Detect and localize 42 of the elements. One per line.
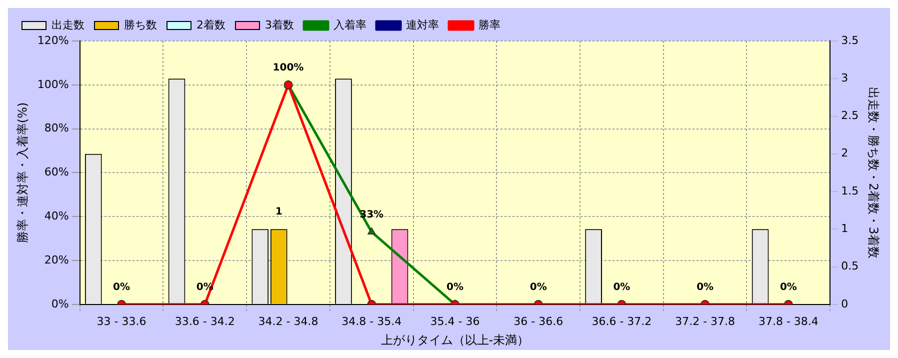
data-label: 1 xyxy=(275,206,282,218)
y2-tick-label: 0.5 xyxy=(841,260,859,273)
y2-tick-label: 3 xyxy=(841,71,848,84)
x-tick-label: 36.6 - 37.2 xyxy=(592,314,652,328)
y2-tick-label: 1 xyxy=(841,222,848,235)
data-label: 0% xyxy=(530,282,547,293)
data-label: 100% xyxy=(272,62,304,74)
y-tick-label: 0% xyxy=(51,297,69,310)
x-tick-label: 33 - 33.6 xyxy=(96,314,146,328)
x-tick-label: 36 - 36.6 xyxy=(514,314,564,328)
x-tick-label: 35.4 - 36 xyxy=(430,314,480,328)
legend-label: 3着数 xyxy=(265,18,294,32)
y-tick-label: 100% xyxy=(37,78,69,91)
data-label: 0% xyxy=(446,282,464,293)
legend-label: 連対率 xyxy=(406,18,439,32)
x-tick-label: 34.2 - 34.8 xyxy=(258,314,318,328)
data-label: 0% xyxy=(113,282,130,293)
x-tick-label: 37.2 - 37.8 xyxy=(675,314,736,328)
x-tick-label: 34.8 - 35.4 xyxy=(342,314,402,328)
y-axis-title: 勝率・連対率・入着率(%) xyxy=(15,102,30,244)
y2-tick-label: 2.5 xyxy=(841,109,859,122)
y2-axis-title: 出走数・勝ち数・2着数・3着数 xyxy=(866,87,881,258)
legend-label: 出走数 xyxy=(52,18,84,32)
y-tick-label: 80% xyxy=(44,122,69,135)
y2-tick-label: 3.5 xyxy=(841,34,859,47)
legend-label: 勝率 xyxy=(478,18,500,32)
x-tick-label: 37.8 - 38.4 xyxy=(758,314,818,328)
x-tick-label: 33.6 - 34.2 xyxy=(174,314,235,328)
y2-tick-label: 2 xyxy=(841,146,848,160)
y-tick-label: 40% xyxy=(44,209,69,222)
legend-label: 入着率 xyxy=(333,18,366,32)
y2-tick-label: 0 xyxy=(841,297,848,310)
y-tick-label: 120% xyxy=(37,34,69,47)
y2-tick-label: 1.5 xyxy=(841,184,859,198)
y-tick-label: 60% xyxy=(44,166,69,179)
legend-label: 勝ち数 xyxy=(124,18,157,32)
x-axis-title: 上がりタイム（以上-未満） xyxy=(380,332,530,347)
data-label: 0% xyxy=(613,282,630,293)
data-label: 0% xyxy=(780,282,797,293)
y-tick-label: 20% xyxy=(44,253,69,266)
data-label: 0% xyxy=(696,282,714,293)
legend-label: 2着数 xyxy=(196,18,226,32)
